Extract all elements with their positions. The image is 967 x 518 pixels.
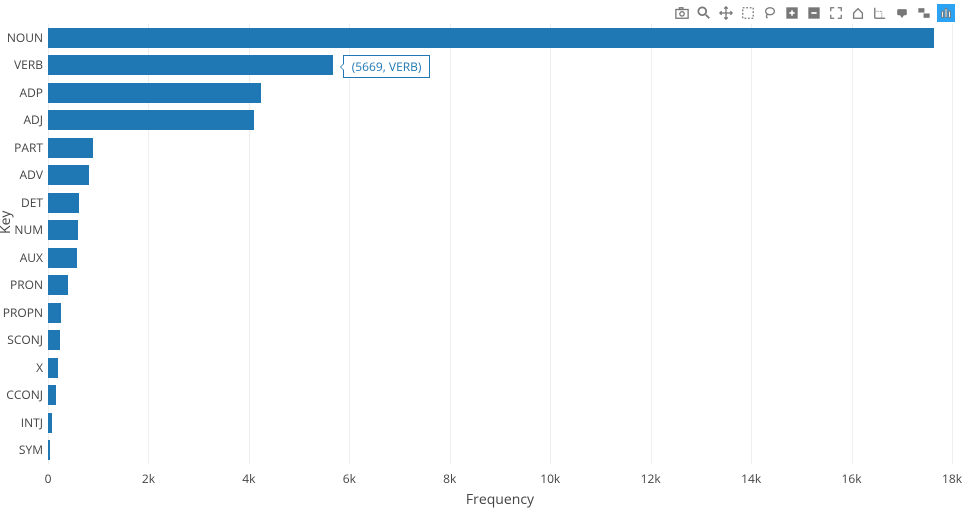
y-tick-label: PROPN [0, 303, 43, 323]
bar[interactable] [48, 275, 68, 295]
bar[interactable] [48, 110, 254, 130]
gridline [450, 24, 451, 464]
y-tick-label: AUX [0, 248, 43, 268]
bar[interactable] [48, 440, 50, 460]
y-tick-label: ADJ [0, 110, 43, 130]
lasso-icon[interactable] [761, 4, 779, 22]
gridline [550, 24, 551, 464]
bar[interactable] [48, 55, 333, 75]
chart-container: (5669, VERB) Frequency Key 02k4k6k8k10k1… [0, 0, 967, 518]
gridline [349, 24, 350, 464]
x-tick-label: 12k [641, 470, 661, 487]
y-tick-label: SYM [0, 440, 43, 460]
reset-icon[interactable] [849, 4, 867, 22]
bar[interactable] [48, 303, 61, 323]
hover-compare-icon[interactable] [915, 4, 933, 22]
bar[interactable] [48, 165, 89, 185]
plotly-logo-icon[interactable] [937, 4, 955, 22]
bar[interactable] [48, 220, 78, 240]
y-tick-label: NUM [0, 220, 43, 240]
gridline [651, 24, 652, 464]
hover-closest-icon[interactable] [893, 4, 911, 22]
bar[interactable] [48, 248, 77, 268]
bar[interactable] [48, 413, 52, 433]
y-tick-label: X [0, 358, 43, 378]
x-tick-label: 14k [741, 470, 761, 487]
x-tick-label: 2k [142, 470, 155, 487]
y-tick-label: ADV [0, 165, 43, 185]
bar[interactable] [48, 330, 60, 350]
gridline [751, 24, 752, 464]
y-tick-label: INTJ [0, 413, 43, 433]
plot-area[interactable]: (5669, VERB) [48, 24, 952, 464]
bar[interactable] [48, 138, 93, 158]
autoscale-icon[interactable] [827, 4, 845, 22]
box-select-icon[interactable] [739, 4, 757, 22]
y-tick-label: DET [0, 193, 43, 213]
hover-tooltip: (5669, VERB) [343, 55, 431, 78]
zoom-icon[interactable] [695, 4, 713, 22]
bar[interactable] [48, 83, 261, 103]
y-tick-label: NOUN [0, 28, 43, 48]
zoom-out-icon[interactable] [805, 4, 823, 22]
modebar [673, 4, 955, 22]
x-tick-label: 0 [45, 470, 52, 487]
bar[interactable] [48, 385, 56, 405]
bar[interactable] [48, 193, 79, 213]
y-tick-label: CCONJ [0, 385, 43, 405]
y-tick-label: PART [0, 138, 43, 158]
x-tick-label: 16k [842, 470, 862, 487]
x-tick-label: 10k [540, 470, 560, 487]
y-tick-label: SCONJ [0, 330, 43, 350]
spike-icon[interactable] [871, 4, 889, 22]
bar[interactable] [48, 358, 58, 378]
camera-icon[interactable] [673, 4, 691, 22]
y-tick-label: VERB [0, 55, 43, 75]
plot: (5669, VERB) Frequency Key 02k4k6k8k10k1… [0, 24, 967, 518]
x-axis-title: Frequency [48, 490, 952, 509]
gridline [952, 24, 953, 464]
zoom-in-icon[interactable] [783, 4, 801, 22]
x-tick-label: 6k [343, 470, 356, 487]
x-tick-label: 18k [942, 470, 962, 487]
y-tick-label: ADP [0, 83, 43, 103]
x-tick-label: 8k [443, 470, 456, 487]
bar[interactable] [48, 28, 934, 48]
pan-icon[interactable] [717, 4, 735, 22]
y-tick-label: PRON [0, 275, 43, 295]
gridline [852, 24, 853, 464]
x-tick-label: 4k [242, 470, 255, 487]
